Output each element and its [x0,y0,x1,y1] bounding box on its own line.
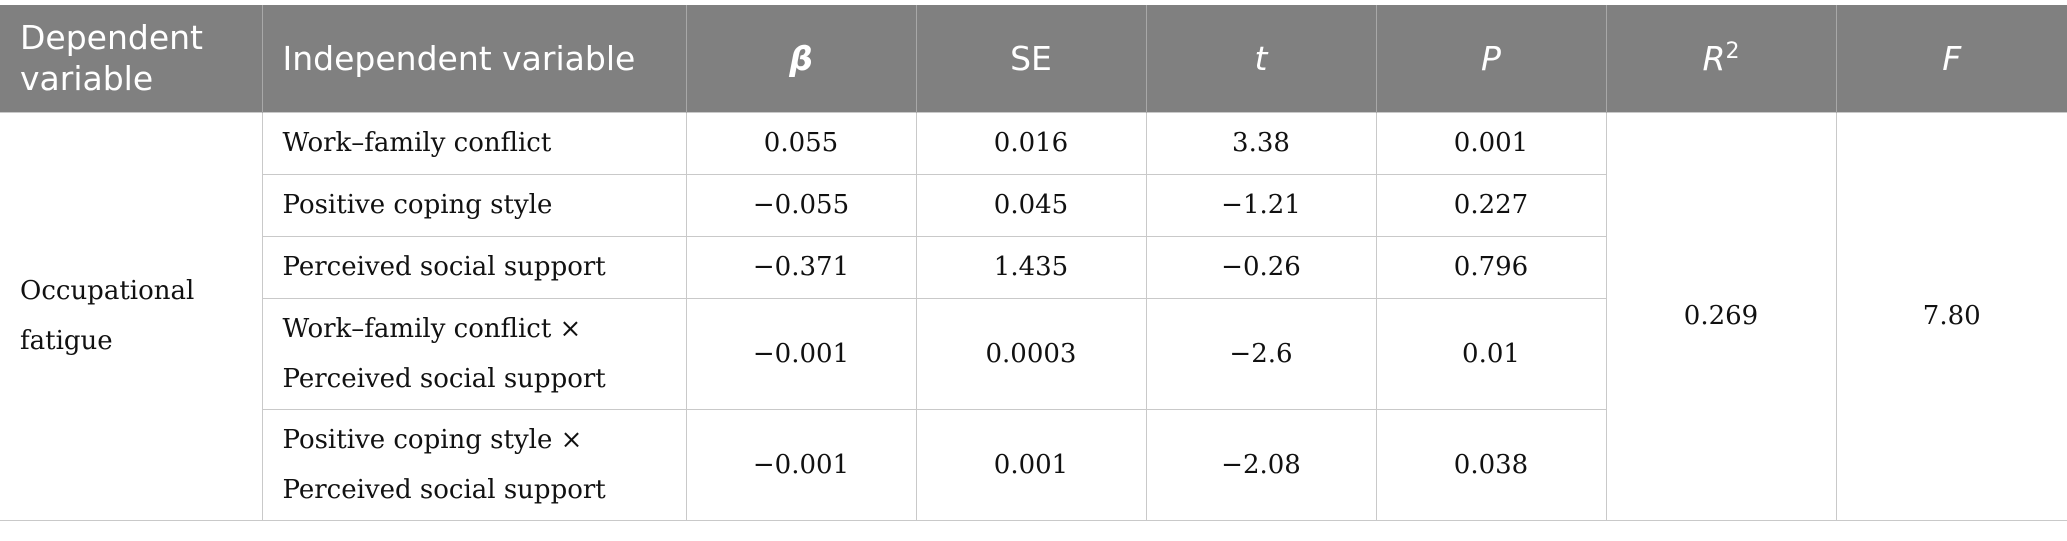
beta-cell: −0.001 [685,297,917,410]
header-se: SE [916,5,1147,112]
se-cell: 0.016 [915,111,1147,175]
p-cell: 0.001 [1375,111,1607,175]
p-cell: 0.01 [1375,297,1607,410]
dependent-variable-cell: Occupational fatigue [0,111,263,521]
f-cell: 7.80 [1835,111,2067,521]
beta-cell: 0.055 [685,111,917,175]
table-row: Perceived social support −0.371 1.435 −0… [0,235,2067,299]
iv-cell: Positive coping style × Perceived social… [261,408,687,521]
header-t: t [1146,5,1377,112]
t-cell: −2.6 [1145,297,1377,410]
table-row: Occupational fatigue Work–family conflic… [0,111,2067,521]
r-squared-cell: 0.269 [1605,111,1837,521]
t-cell: −2.08 [1145,408,1377,521]
regression-table: Dependent variable Independent variable … [0,5,2067,521]
t-cell: 3.38 [1145,111,1377,175]
iv-cell: Perceived social support [261,235,687,299]
iv-cell: Work–family conflict × Perceived social … [261,297,687,410]
p-cell: 0.796 [1375,235,1607,299]
header-r2-sup: 2 [1725,38,1740,64]
se-cell: 1.435 [915,235,1147,299]
beta-cell: −0.055 [685,173,917,237]
se-cell: 0.001 [915,408,1147,521]
table-row: Positive coping style × Perceived social… [0,408,2067,521]
p-cell: 0.038 [1375,408,1607,521]
beta-cell: −0.371 [685,235,917,299]
iv-cell: Work–family conflict [261,111,687,175]
se-cell: 0.0003 [915,297,1147,410]
header-independent-variable: Independent variable [262,5,687,112]
table-row: Work–family conflict × Perceived social … [0,297,2067,410]
p-cell: 0.227 [1375,173,1607,237]
t-cell: −1.21 [1145,173,1377,237]
header-r2-base: R [1702,38,1726,78]
header-p: P [1376,5,1607,112]
header-row: Dependent variable Independent variable … [0,5,2067,112]
beta-cell: −0.001 [685,408,917,521]
iv-cell: Positive coping style [261,173,687,237]
header-f: F [1836,5,2067,112]
se-cell: 0.045 [915,173,1147,237]
header-beta: β [686,5,917,112]
header-dependent-variable: Dependent variable [0,5,263,112]
t-cell: −0.26 [1145,235,1377,299]
header-r-squared: R2 [1606,5,1837,112]
